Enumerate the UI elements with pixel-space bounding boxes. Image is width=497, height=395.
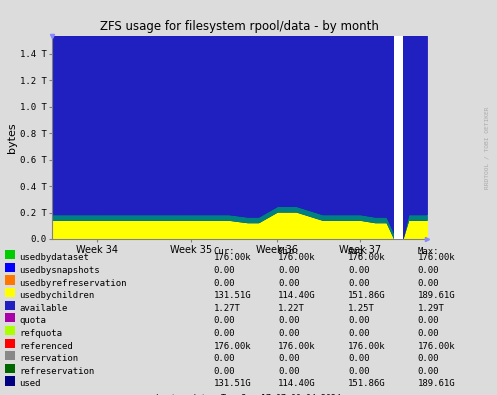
Text: usedbysnapshots: usedbysnapshots [19, 266, 99, 275]
Text: Last update: Tue Sep 17 07:00:04 2024: Last update: Tue Sep 17 07:00:04 2024 [156, 394, 341, 395]
Text: 0.00: 0.00 [214, 316, 235, 325]
Text: 1.25T: 1.25T [348, 304, 375, 313]
Text: usedbyrefreservation: usedbyrefreservation [19, 278, 126, 288]
Text: 0.00: 0.00 [348, 278, 369, 288]
Text: 0.00: 0.00 [417, 266, 439, 275]
Text: 0.00: 0.00 [417, 316, 439, 325]
Bar [5, 301, 15, 310]
Title: ZFS usage for filesystem rpool/data - by month: ZFS usage for filesystem rpool/data - by… [100, 20, 379, 33]
Text: 0.00: 0.00 [214, 329, 235, 338]
Text: quota: quota [19, 316, 46, 325]
Text: used: used [19, 380, 40, 389]
Text: 151.86G: 151.86G [348, 291, 386, 300]
Text: 151.86G: 151.86G [348, 380, 386, 389]
Text: 0.00: 0.00 [214, 278, 235, 288]
Text: 0.00: 0.00 [417, 278, 439, 288]
Text: 0.00: 0.00 [348, 316, 369, 325]
Text: 176.00k: 176.00k [417, 342, 455, 351]
Text: 0.00: 0.00 [417, 354, 439, 363]
Text: 0.00: 0.00 [348, 329, 369, 338]
Text: 176.00k: 176.00k [278, 342, 316, 351]
Text: 176.00k: 176.00k [348, 342, 386, 351]
Text: 176.00k: 176.00k [417, 253, 455, 262]
Bar [5, 326, 15, 335]
Text: Max:: Max: [417, 248, 439, 256]
Text: Min:: Min: [278, 248, 300, 256]
Text: reservation: reservation [19, 354, 78, 363]
Text: Avg:: Avg: [348, 248, 369, 256]
Text: 114.40G: 114.40G [278, 291, 316, 300]
Text: 0.00: 0.00 [214, 354, 235, 363]
Text: 0.00: 0.00 [417, 329, 439, 338]
Bar [5, 263, 15, 272]
Y-axis label: bytes: bytes [7, 122, 17, 152]
Text: 0.00: 0.00 [278, 278, 300, 288]
Text: 1.27T: 1.27T [214, 304, 241, 313]
Text: 0.00: 0.00 [348, 354, 369, 363]
Bar [5, 275, 15, 284]
Text: usedbychildren: usedbychildren [19, 291, 94, 300]
Text: 114.40G: 114.40G [278, 380, 316, 389]
Text: 0.00: 0.00 [278, 367, 300, 376]
Text: 131.51G: 131.51G [214, 291, 251, 300]
Text: usedbydataset: usedbydataset [19, 253, 89, 262]
Text: 1.29T: 1.29T [417, 304, 444, 313]
Text: 0.00: 0.00 [214, 367, 235, 376]
Bar [5, 339, 15, 348]
Text: 0.00: 0.00 [214, 266, 235, 275]
Text: 0.00: 0.00 [417, 367, 439, 376]
Bar [5, 376, 15, 386]
Text: 0.00: 0.00 [348, 367, 369, 376]
Text: refquota: refquota [19, 329, 62, 338]
Bar [394, 36, 403, 239]
Bar [5, 351, 15, 360]
Text: available: available [19, 304, 67, 313]
Text: 176.00k: 176.00k [214, 253, 251, 262]
Text: 176.00k: 176.00k [278, 253, 316, 262]
Text: 1.22T: 1.22T [278, 304, 305, 313]
Text: 189.61G: 189.61G [417, 291, 455, 300]
Text: 176.00k: 176.00k [348, 253, 386, 262]
Text: 0.00: 0.00 [278, 329, 300, 338]
Text: 176.00k: 176.00k [214, 342, 251, 351]
Text: 0.00: 0.00 [278, 266, 300, 275]
Bar [5, 364, 15, 373]
Text: 0.00: 0.00 [278, 354, 300, 363]
Bar [5, 313, 15, 322]
Text: 0.00: 0.00 [348, 266, 369, 275]
Bar [5, 288, 15, 297]
Text: 189.61G: 189.61G [417, 380, 455, 389]
Bar [5, 250, 15, 260]
Text: refreservation: refreservation [19, 367, 94, 376]
Text: 0.00: 0.00 [278, 316, 300, 325]
Text: Cur:: Cur: [214, 248, 235, 256]
Text: RRDTOOL / TOBI OETIKER: RRDTOOL / TOBI OETIKER [485, 107, 490, 189]
Text: referenced: referenced [19, 342, 73, 351]
Text: 131.51G: 131.51G [214, 380, 251, 389]
